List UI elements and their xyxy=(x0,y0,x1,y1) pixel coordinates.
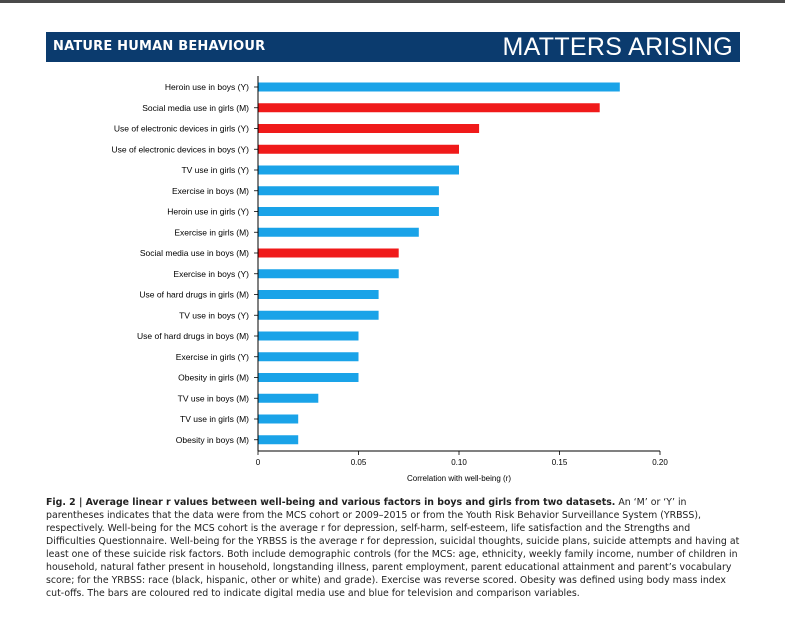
bar xyxy=(258,435,299,445)
x-tick-label: 0.20 xyxy=(652,458,668,467)
x-tick-label: 0 xyxy=(256,458,261,467)
category-label: Exercise in boys (Y) xyxy=(173,269,249,279)
bar xyxy=(258,82,620,92)
x-tick-label: 0.10 xyxy=(451,458,467,467)
x-tick-label: 0.05 xyxy=(351,458,367,467)
bar xyxy=(258,165,459,175)
bar xyxy=(258,290,379,299)
top-rule xyxy=(0,0,785,3)
bar xyxy=(258,207,439,216)
bar xyxy=(258,352,359,362)
bar xyxy=(258,144,459,154)
category-label: Obesity in girls (M) xyxy=(178,373,249,383)
bar xyxy=(258,186,439,196)
bar xyxy=(258,227,419,237)
category-label: Exercise in girls (Y) xyxy=(176,352,249,362)
caption-body: An ‘M’ or ‘Y’ in parentheses indicates t… xyxy=(46,497,740,599)
bar xyxy=(258,414,299,424)
category-label: TV use in boys (M) xyxy=(178,393,249,403)
category-label: Use of hard drugs in boys (M) xyxy=(137,331,249,341)
category-label: Social media use in boys (M) xyxy=(140,248,249,258)
category-label: Exercise in girls (M) xyxy=(174,227,249,237)
category-label: TV use in boys (Y) xyxy=(179,310,249,320)
bar xyxy=(258,393,319,403)
category-label: Social media use in girls (M) xyxy=(142,103,249,113)
category-label: Use of hard drugs in girls (M) xyxy=(139,290,249,300)
bar xyxy=(258,269,399,279)
figure-caption: Fig. 2 | Average linear r values between… xyxy=(46,496,740,600)
bar xyxy=(258,373,359,382)
x-axis-label: Correlation with well-being (r) xyxy=(407,474,511,483)
category-label: Use of electronic devices in boys (Y) xyxy=(112,144,250,154)
bar xyxy=(258,248,399,258)
section-title: MATTERS ARISING xyxy=(502,33,733,61)
category-label: Heroin use in girls (Y) xyxy=(167,207,249,217)
category-label: TV use in girls (Y) xyxy=(181,165,249,175)
bar xyxy=(258,103,600,113)
category-label: Heroin use in boys (Y) xyxy=(165,82,249,92)
category-label: Use of electronic devices in girls (Y) xyxy=(114,124,249,134)
bar xyxy=(258,310,379,320)
bar-chart: Heroin use in boys (Y) Social media use i… xyxy=(112,76,668,483)
category-label: TV use in girls (M) xyxy=(180,414,249,424)
category-label: Obesity in boys (M) xyxy=(176,435,249,445)
bar xyxy=(258,331,359,341)
caption-title: Fig. 2 | Average linear r values between… xyxy=(46,497,616,508)
x-tick-label: 0.15 xyxy=(552,458,568,467)
bar xyxy=(258,124,480,133)
category-label: Exercise in boys (M) xyxy=(172,186,249,196)
journal-header: NATURE HUMAN BEHAVIOUR MATTERS ARISING xyxy=(46,32,740,62)
journal-name: NATURE HUMAN BEHAVIOUR xyxy=(53,39,266,54)
